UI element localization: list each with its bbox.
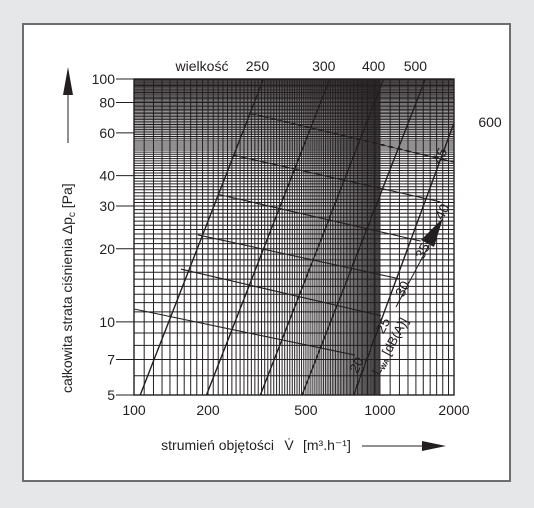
y-tick-label: 60 xyxy=(99,125,115,141)
noise-line-30 xyxy=(197,234,401,280)
noise-line-20 xyxy=(134,308,355,356)
y-axis-label: całkowita strata ciśnienia xyxy=(59,238,75,393)
size-line-500 xyxy=(301,79,427,395)
y-axis-symbol-subscript: c xyxy=(67,212,78,217)
noise-label-25: 25 xyxy=(372,315,394,336)
noise-label-35: 35 xyxy=(412,240,434,261)
y-tick-label: 20 xyxy=(99,241,115,257)
size-label-500: 500 xyxy=(404,58,428,74)
noise-level-arrow-head xyxy=(421,218,443,247)
noise-line-45 xyxy=(251,113,454,163)
noise-level-arrow-line xyxy=(395,244,430,308)
size-line-250 xyxy=(139,79,265,395)
size-label-300: 300 xyxy=(312,58,336,74)
x-axis-symbol: V̇ xyxy=(284,437,294,453)
plot-frame xyxy=(133,78,455,396)
size-label-250: 250 xyxy=(246,58,270,74)
noise-line-35 xyxy=(218,193,421,242)
y-tick-label: 100 xyxy=(92,71,116,87)
size-axis-title: wielkość xyxy=(175,58,229,74)
x-tick-label: 200 xyxy=(196,402,220,418)
noise-level-subscript: WA xyxy=(380,358,391,371)
y-axis-arrow-head xyxy=(63,67,73,95)
tick-labels-layer: 100 200 500 1000 2000 5 7 10 20 30 40 60 80 100 xyxy=(92,71,470,418)
x-axis-unit: [m³.h⁻¹] xyxy=(303,437,351,453)
y-axis-symbol: Δp xyxy=(59,217,75,234)
noise-line-25 xyxy=(180,268,382,317)
size-label-600: 600 xyxy=(478,114,502,130)
y-tick-label: 40 xyxy=(99,168,115,184)
noise-label-45: 45 xyxy=(429,145,451,166)
grid-layer xyxy=(134,79,454,395)
y-tick-label: 5 xyxy=(107,387,115,403)
y-axis-unit: [Pa] xyxy=(59,183,75,208)
size-line-300 xyxy=(205,79,331,395)
y-axis-text-group: całkowita strata ciśnienia Δpc [Pa] xyxy=(59,183,78,393)
chart-svg: 100 200 500 1000 2000 5 7 10 20 30 40 60 80 100 250 30… xyxy=(59,58,502,453)
size-label-400: 400 xyxy=(362,58,386,74)
y-tick-label: 7 xyxy=(107,352,115,368)
y-tick-label: 10 xyxy=(99,314,115,330)
size-lines-layer xyxy=(139,79,454,395)
noise-label-30: 30 xyxy=(392,278,414,299)
y-tick-label: 80 xyxy=(99,95,115,111)
noise-line-40 xyxy=(233,154,441,203)
size-line-600 xyxy=(352,122,454,395)
chart-card: 100 200 500 1000 2000 5 7 10 20 30 40 60 80 100 250 30… xyxy=(22,23,511,482)
size-line-400 xyxy=(259,79,385,395)
x-axis-label: strumień objętości xyxy=(161,437,274,453)
x-tick-label: 100 xyxy=(122,402,146,418)
x-axis-title: strumień objętości V̇ [m³.h⁻¹] xyxy=(161,437,351,453)
x-tick-label: 500 xyxy=(294,402,318,418)
noise-label-20: 20 xyxy=(346,354,368,375)
x-tick-label: 2000 xyxy=(438,402,469,418)
y-tick-label: 30 xyxy=(99,198,115,214)
x-axis-arrow-head xyxy=(422,441,446,451)
y-axis-title: całkowita strata ciśnienia Δpc [Pa] xyxy=(59,183,78,393)
x-tick-label: 1000 xyxy=(364,402,395,418)
noise-label-40: 40 xyxy=(431,201,453,222)
noise-lines-layer xyxy=(134,113,454,356)
